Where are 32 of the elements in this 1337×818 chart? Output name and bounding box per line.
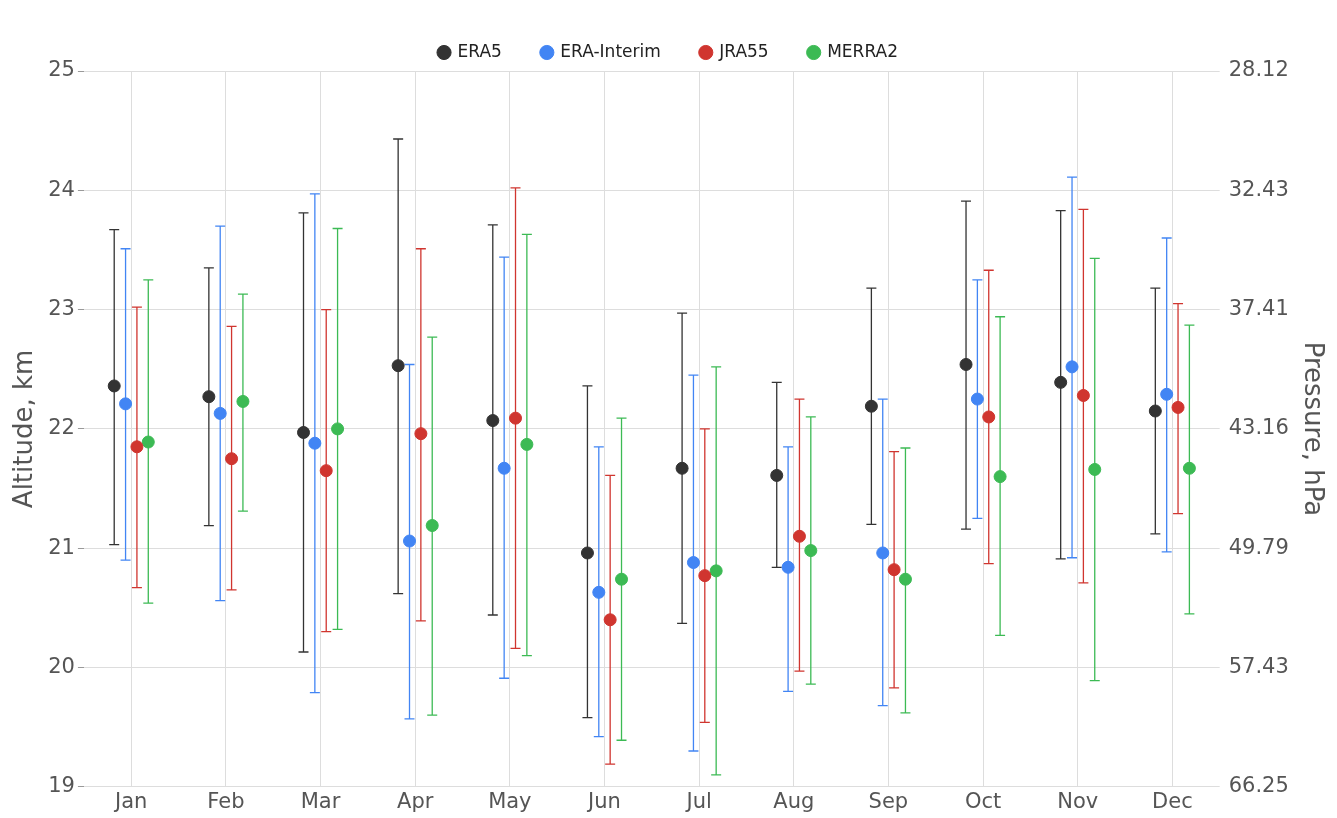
y-tick-label: 23 bbox=[48, 296, 75, 321]
y2-tick-label: 32.43 bbox=[1228, 176, 1289, 201]
y-tick-label: 24 bbox=[48, 176, 75, 201]
y2-tick-label: 49.79 bbox=[1228, 534, 1289, 559]
y-tick-label: 21 bbox=[48, 534, 75, 559]
x-tick-label: Jan bbox=[113, 788, 148, 813]
x-tick-label: Jul bbox=[684, 788, 712, 813]
x-tick-label: Nov bbox=[1057, 788, 1099, 813]
y-tick-label: 22 bbox=[48, 415, 75, 440]
x-tick-label: Jun bbox=[586, 788, 621, 813]
x-tick-label: Oct bbox=[964, 788, 1002, 813]
legend-label: JRA55 bbox=[718, 40, 769, 61]
x-tick-label: Dec bbox=[1152, 788, 1193, 813]
y2-tick-label: 43.16 bbox=[1228, 415, 1289, 440]
x-tick-label: Mar bbox=[300, 788, 341, 813]
y2-tick-label: 28.12 bbox=[1228, 57, 1289, 82]
y-tick-label: 20 bbox=[48, 653, 75, 678]
y2-tick-label: 37.41 bbox=[1228, 295, 1289, 320]
y2-axis-title: Pressure, hPa bbox=[1298, 341, 1329, 517]
y2-tick-label: 66.25 bbox=[1228, 773, 1289, 798]
x-tick-label: Feb bbox=[207, 788, 245, 813]
x-tick-label: Apr bbox=[397, 788, 434, 813]
y-tick-label: 25 bbox=[48, 57, 75, 82]
legend-label: ERA5 bbox=[457, 40, 502, 61]
x-tick-label: May bbox=[488, 788, 532, 813]
x-tick-label: Sep bbox=[868, 788, 909, 813]
y-axis-title: Altitude, km bbox=[8, 349, 39, 509]
y-tick-label: 19 bbox=[48, 773, 75, 798]
x-tick-label: Aug bbox=[773, 788, 815, 813]
y2-tick-label: 57.43 bbox=[1228, 653, 1289, 678]
legend-label: MERRA2 bbox=[827, 40, 898, 61]
legend-label: ERA-Interim bbox=[560, 40, 661, 61]
